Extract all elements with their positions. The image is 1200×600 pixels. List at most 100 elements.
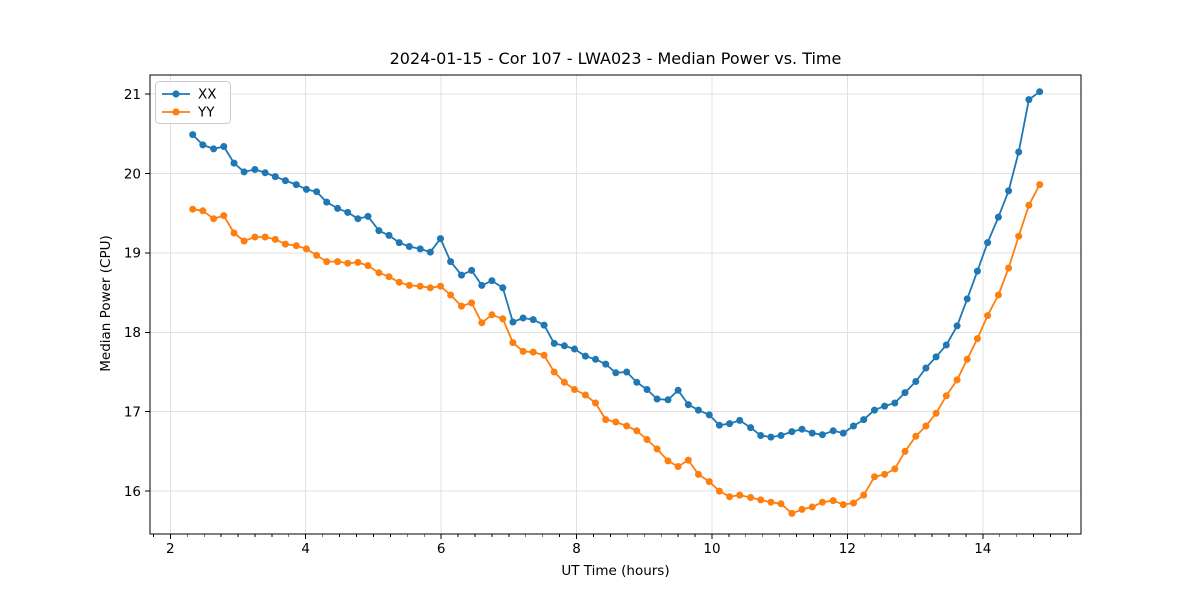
- data-point-xx: [281, 177, 289, 185]
- y-tick-label: 20: [124, 166, 141, 182]
- data-point-yy: [458, 302, 465, 310]
- data-point-xx: [839, 429, 847, 437]
- data-point-xx: [240, 168, 248, 176]
- data-point-yy: [850, 499, 857, 507]
- data-point-yy: [715, 487, 723, 495]
- data-point-yy: [560, 378, 568, 386]
- data-point-yy: [860, 491, 868, 499]
- data-point-xx: [623, 368, 631, 376]
- legend-label-xx: XX: [198, 87, 217, 103]
- y-tick-label: 19: [124, 246, 141, 262]
- data-point-xx: [540, 321, 548, 329]
- data-point-yy: [757, 496, 765, 504]
- series-line-yy: [192, 184, 1041, 515]
- data-point-xx: [881, 402, 889, 410]
- data-point-yy: [881, 470, 889, 478]
- data-point-yy: [344, 259, 352, 267]
- data-point-yy: [901, 447, 909, 455]
- data-point-yy: [364, 262, 372, 270]
- data-point-yy: [994, 291, 1002, 299]
- data-point-xx: [447, 258, 455, 266]
- plot-border: [149, 74, 1082, 535]
- data-point-xx: [405, 243, 413, 250]
- data-point-yy: [891, 465, 899, 473]
- data-point-xx: [850, 422, 857, 430]
- data-point-xx: [705, 411, 713, 419]
- data-point-xx: [519, 314, 527, 322]
- data-point-xx: [798, 425, 806, 433]
- data-point-xx: [334, 204, 342, 212]
- data-point-yy: [220, 212, 228, 220]
- data-point-xx: [736, 416, 744, 424]
- data-point-xx: [818, 431, 826, 439]
- data-point-yy: [953, 376, 961, 384]
- data-point-xx: [777, 432, 785, 439]
- data-point-xx: [210, 145, 218, 153]
- data-point-yy: [230, 229, 238, 237]
- y-axis-label: Median Power (CPU): [98, 235, 114, 371]
- data-point-xx: [499, 284, 507, 292]
- data-layer: [189, 88, 1044, 517]
- axes-layer: 2 4 6 8 10 12 14 16 17 18 19 20 21: [124, 74, 1082, 557]
- data-point-xx: [808, 429, 816, 437]
- data-point-yy: [653, 445, 661, 453]
- data-point-xx: [385, 231, 393, 239]
- data-point-yy: [788, 509, 796, 517]
- data-point-xx: [364, 212, 372, 220]
- data-point-yy: [736, 491, 744, 499]
- x-tick-label: 10: [703, 541, 720, 557]
- data-point-xx: [612, 369, 620, 377]
- data-point-yy: [302, 245, 310, 253]
- data-point-xx: [871, 406, 878, 414]
- data-point-yy: [973, 335, 981, 343]
- data-point-yy: [818, 498, 826, 506]
- data-point-yy: [395, 278, 403, 286]
- data-point-xx: [468, 266, 476, 274]
- data-point-xx: [251, 166, 259, 173]
- data-point-xx: [860, 416, 868, 424]
- data-point-xx: [354, 215, 362, 223]
- data-point-yy: [468, 299, 476, 307]
- data-point-xx: [953, 322, 961, 330]
- data-point-yy: [684, 456, 692, 464]
- data-point-xx: [643, 386, 651, 393]
- data-point-xx: [912, 378, 920, 385]
- x-tick-label: 4: [301, 541, 310, 557]
- data-point-yy: [798, 505, 806, 513]
- data-point-yy: [426, 284, 434, 292]
- data-point-yy: [416, 282, 424, 290]
- data-point-xx: [726, 420, 734, 428]
- data-point-xx: [344, 208, 352, 216]
- data-point-yy: [354, 258, 362, 266]
- data-point-xx: [437, 235, 444, 243]
- data-point-xx: [1005, 187, 1013, 195]
- data-point-yy: [839, 501, 847, 509]
- data-point-yy: [261, 233, 269, 241]
- data-point-yy: [808, 503, 816, 511]
- data-point-yy: [199, 207, 207, 215]
- chart-title: 2024-01-15 - Cor 107 - LWA023 - Median P…: [390, 49, 842, 68]
- data-point-yy: [550, 368, 558, 376]
- data-point-xx: [653, 395, 661, 403]
- data-point-xx: [416, 245, 424, 253]
- data-point-yy: [963, 355, 971, 363]
- data-point-xx: [199, 141, 207, 149]
- data-point-yy: [623, 422, 631, 430]
- data-point-xx: [684, 401, 692, 409]
- data-point-xx: [313, 188, 321, 196]
- data-point-xx: [1036, 88, 1044, 96]
- y-tick-label: 18: [124, 325, 141, 341]
- data-point-yy: [405, 281, 413, 289]
- legend-box: [155, 81, 231, 124]
- data-point-yy: [726, 493, 734, 501]
- data-point-xx: [788, 428, 796, 436]
- data-point-yy: [251, 233, 259, 241]
- data-point-xx: [323, 198, 331, 206]
- data-point-xx: [571, 345, 578, 353]
- data-point-yy: [240, 237, 248, 245]
- data-point-xx: [230, 159, 238, 167]
- data-point-xx: [942, 341, 950, 349]
- data-point-xx: [973, 267, 981, 275]
- data-point-yy: [210, 215, 218, 223]
